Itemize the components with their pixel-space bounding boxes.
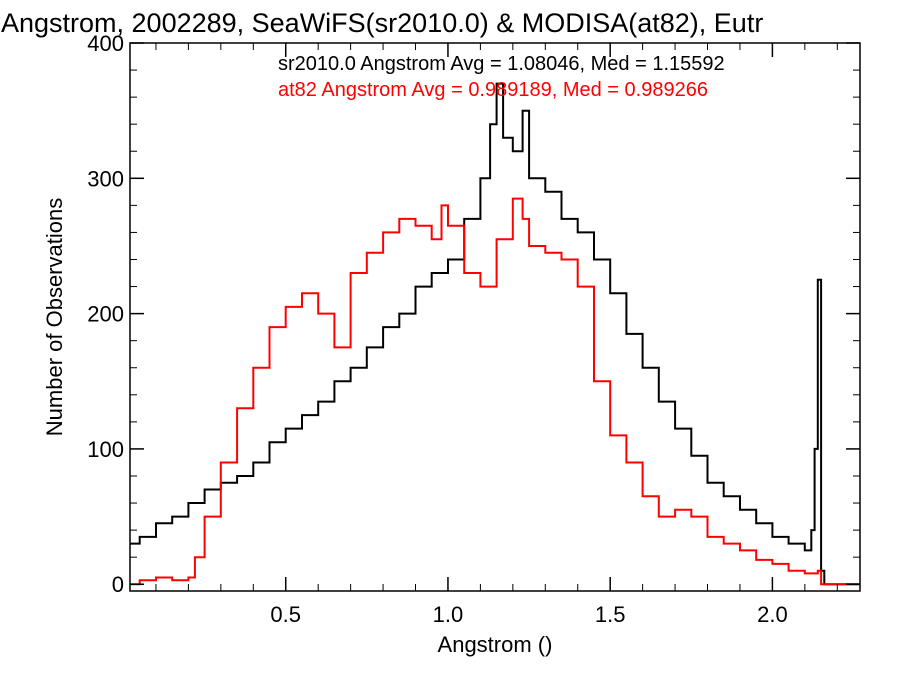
x-tick-label: 2.0 bbox=[757, 602, 788, 627]
y-tick-label: 300 bbox=[87, 166, 124, 191]
series-line-0 bbox=[130, 82, 860, 586]
y-tick-label: 200 bbox=[87, 302, 124, 327]
plot-frame bbox=[129, 42, 861, 592]
chart-title: Angstrom, 2002289, SeaWiFS(sr2010.0) & M… bbox=[1, 8, 763, 38]
y-axis-label: Number of Observations bbox=[42, 198, 67, 436]
x-tick-label: 1.5 bbox=[595, 602, 626, 627]
y-tick-label: 100 bbox=[87, 437, 124, 462]
y-tick-label: 400 bbox=[87, 31, 124, 56]
series-layer bbox=[130, 82, 860, 586]
x-tick-label: 1.0 bbox=[433, 602, 464, 627]
annotation-at82: at82 Angstrom Avg = 0.989189, Med = 0.98… bbox=[278, 79, 708, 101]
x-axis-label: Angstrom () bbox=[438, 632, 553, 657]
annotation-sr2010: sr2010.0 Angstrom Avg = 1.08046, Med = 1… bbox=[278, 53, 725, 75]
ticks-layer: 0.5 1.0 1.5 2.0 0 100 200 300 400 bbox=[87, 31, 860, 627]
series-line-1 bbox=[130, 197, 860, 586]
x-tick-label: 0.5 bbox=[270, 602, 301, 627]
y-tick-label: 0 bbox=[112, 572, 124, 597]
